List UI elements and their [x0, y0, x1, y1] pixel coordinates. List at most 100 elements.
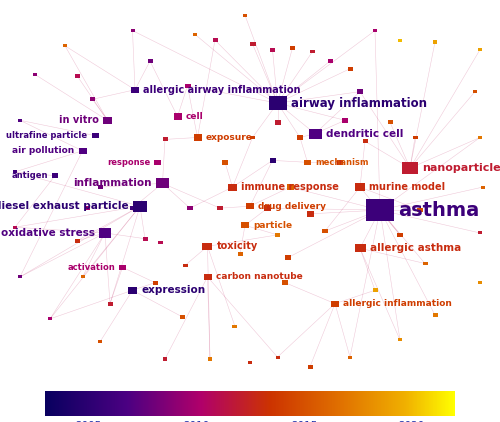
Bar [276, 356, 280, 359]
Text: oxidative stress: oxidative stress [1, 228, 95, 238]
Bar [208, 357, 212, 360]
Text: antigen: antigen [12, 171, 48, 180]
Bar [85, 206, 90, 210]
Bar [308, 365, 312, 368]
Text: nanoparticle: nanoparticle [422, 163, 500, 173]
Bar [232, 325, 237, 328]
Bar [398, 338, 402, 341]
Bar [270, 48, 275, 51]
Bar [75, 239, 80, 243]
Bar [241, 222, 249, 228]
Bar [103, 117, 112, 124]
Bar [306, 211, 314, 216]
Bar [128, 287, 137, 294]
Bar [108, 302, 112, 306]
Bar [264, 206, 271, 211]
Bar [373, 29, 377, 32]
Bar [63, 44, 67, 47]
Text: diesel exhaust particle: diesel exhaust particle [0, 201, 129, 211]
Bar [308, 129, 322, 139]
Text: mechanism: mechanism [315, 158, 368, 167]
Text: toxicity: toxicity [216, 241, 258, 252]
Bar [130, 29, 134, 32]
Bar [133, 201, 147, 211]
Bar [18, 276, 22, 279]
Bar [372, 288, 378, 292]
Bar [119, 265, 126, 270]
Bar [362, 139, 368, 143]
Text: air pollution: air pollution [12, 146, 74, 155]
Text: immune response: immune response [241, 182, 339, 192]
Bar [268, 96, 286, 110]
Bar [130, 206, 136, 211]
Bar [282, 280, 288, 285]
Bar [238, 252, 242, 256]
Bar [417, 208, 423, 212]
Bar [480, 186, 484, 189]
Bar [348, 356, 352, 359]
Text: ultrafine particle: ultrafine particle [6, 131, 87, 140]
Bar [13, 170, 17, 173]
Text: allergic airway inflammation: allergic airway inflammation [143, 85, 300, 95]
Text: murine model: murine model [369, 182, 445, 192]
Bar [156, 179, 169, 188]
Text: asthma: asthma [398, 200, 479, 219]
Bar [75, 74, 80, 78]
Bar [328, 59, 332, 63]
Bar [354, 244, 366, 252]
Bar [182, 263, 188, 268]
Bar [163, 357, 167, 360]
Bar [180, 315, 185, 319]
Bar [270, 158, 276, 163]
Bar [275, 233, 280, 237]
Bar [248, 361, 252, 364]
Bar [187, 206, 193, 211]
Bar [204, 274, 212, 280]
Bar [355, 183, 365, 191]
Bar [194, 135, 202, 141]
Bar [348, 67, 352, 70]
Text: cell: cell [186, 112, 203, 121]
Bar [33, 73, 37, 76]
Bar [13, 226, 17, 229]
Text: drug delivery: drug delivery [258, 202, 326, 211]
Bar [18, 119, 22, 122]
Bar [398, 38, 402, 42]
Bar [202, 243, 212, 250]
Bar [98, 185, 102, 189]
Bar [412, 135, 418, 139]
Bar [174, 114, 182, 119]
Bar [342, 118, 348, 123]
Bar [48, 317, 52, 320]
Text: carbon nanotube: carbon nanotube [216, 272, 302, 281]
Bar [142, 237, 148, 241]
Text: response: response [107, 158, 150, 167]
Text: allergic asthma: allergic asthma [370, 243, 461, 253]
Bar [52, 173, 58, 178]
Bar [250, 42, 256, 46]
Bar [90, 97, 95, 101]
Bar [297, 135, 303, 140]
Bar [284, 255, 290, 260]
Bar [366, 199, 394, 221]
Bar [432, 313, 438, 317]
Bar [304, 160, 311, 165]
Bar [310, 50, 315, 54]
Bar [274, 120, 280, 124]
Bar [422, 262, 428, 265]
Text: airway inflammation: airway inflammation [290, 97, 426, 110]
Bar [148, 59, 152, 63]
Bar [212, 38, 218, 42]
Bar [92, 133, 98, 138]
Text: activation: activation [67, 263, 115, 272]
Bar [478, 48, 482, 51]
Bar [397, 233, 403, 237]
Text: in vitro: in vitro [59, 115, 99, 125]
Bar [357, 89, 363, 94]
Bar [478, 281, 482, 284]
Bar [154, 160, 161, 165]
Bar [78, 148, 86, 154]
Text: exposure: exposure [206, 133, 252, 142]
Bar [98, 340, 102, 344]
Bar [337, 160, 343, 165]
